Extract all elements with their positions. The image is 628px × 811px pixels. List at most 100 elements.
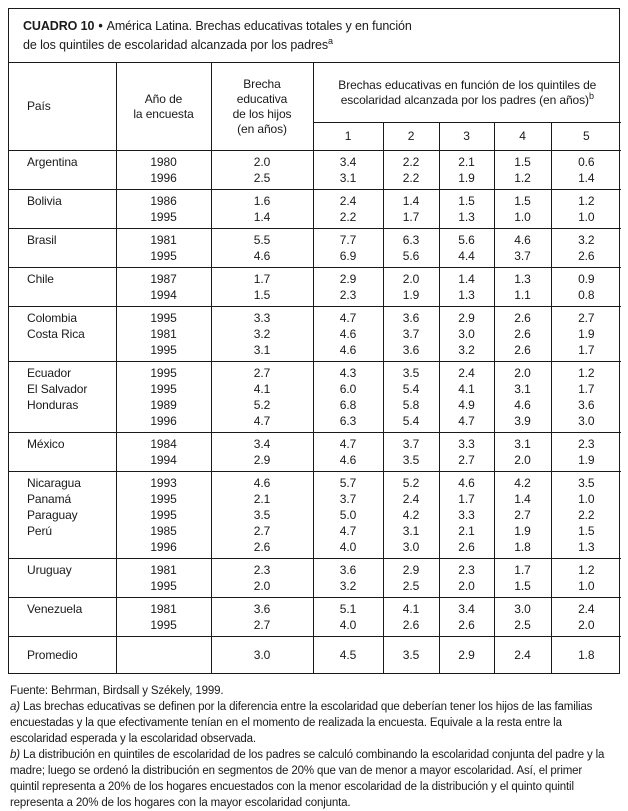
quintile-1-cell: 3.1	[312, 170, 383, 190]
country-cell	[9, 342, 116, 362]
country-cell: Uruguay	[27, 563, 72, 577]
quintile-4-cell: 1.8	[493, 539, 551, 559]
year-cell: 1986	[115, 189, 211, 209]
country-group: Chile 1987 1.7 2.9 2.0 1.4 1.3 0.9 1994 1.5 2.3 1.9…	[9, 267, 622, 307]
year-cell: 1987	[115, 267, 211, 287]
year-cell: 1994	[115, 452, 211, 472]
country-cell: Bolivia	[27, 194, 62, 208]
gap-cell: 3.0	[210, 636, 313, 673]
quintile-2-cell: 2.5	[382, 578, 439, 598]
quintile-2-cell: 3.7	[382, 432, 439, 452]
quintile-5-cell: 1.2	[550, 361, 622, 381]
quintile-4-cell: 4.2	[493, 471, 551, 491]
table-frame: CUADRO 10 • América Latina. Brechas educat…	[8, 8, 622, 674]
header-quintile-4: 4	[493, 122, 551, 151]
country-cell	[9, 617, 116, 637]
country-cell: Brasil	[27, 233, 57, 247]
table-row: 1996 4.7 6.3 5.4 4.7 3.9 3.0	[9, 413, 622, 433]
quintile-4-cell: 1.9	[493, 523, 551, 539]
quintile-5-cell: 3.2	[550, 228, 622, 248]
summary-row-group: Promedio 3.0 4.5 3.5 2.9 2.4 1.8	[9, 636, 622, 673]
quintile-1-cell: 4.5	[312, 636, 383, 673]
gap-cell: 3.3	[210, 306, 313, 326]
country-cell	[9, 248, 116, 268]
gap-cell: 2.1	[210, 491, 313, 507]
table-row: Honduras 1989 5.2 6.8 5.8 4.9 4.6 3.6	[9, 397, 622, 413]
quintile-5-cell: 0.8	[550, 287, 622, 307]
table-row: 1995 2.0 3.2 2.5 2.0 1.5 1.0	[9, 578, 622, 598]
quintile-2-cell: 2.2	[382, 150, 439, 170]
gap-cell: 3.1	[210, 342, 313, 362]
footnote-a-text: Las brechas educativas se definen por la…	[10, 701, 593, 745]
table-row: 1995 2.7 4.0 2.6 2.6 2.5 2.0	[9, 617, 622, 637]
gap-cell: 1.5	[210, 287, 313, 307]
quintile-5-cell: 1.2	[550, 558, 622, 578]
quintile-4-cell: 1.2	[493, 170, 551, 190]
year-cell: 1994	[115, 287, 211, 307]
country-group: Brasil 1981 5.5 7.7 6.3 5.6 4.6 3.2 1995 4.6 6.9 5.…	[9, 228, 622, 268]
quintile-3-cell: 3.4	[438, 597, 494, 617]
gap-cell: 4.6	[210, 248, 313, 268]
header-quintile-3: 3	[438, 122, 494, 151]
quintile-5-cell: 1.0	[550, 491, 622, 507]
country-cell	[9, 170, 116, 190]
table-row: 1995 3.1 4.6 3.6 3.2 2.6 1.7	[9, 342, 622, 362]
gap-cell: 2.7	[210, 523, 313, 539]
quintile-1-cell: 2.2	[312, 209, 383, 229]
quintile-1-cell: 3.6	[312, 558, 383, 578]
source-note: Fuente: Behrman, Birdsall y Székely, 199…	[10, 685, 224, 697]
quintile-4-cell: 1.5	[493, 150, 551, 170]
quintile-3-cell: 1.3	[438, 209, 494, 229]
gap-cell: 1.7	[210, 267, 313, 287]
quintile-5-cell: 2.3	[550, 432, 622, 452]
gap-cell: 3.4	[210, 432, 313, 452]
table-row: 1994 1.5 2.3 1.9 1.3 1.1 0.8	[9, 287, 622, 307]
quintile-1-cell: 2.4	[312, 189, 383, 209]
header-survey-year: Año de la encuesta	[115, 63, 211, 151]
quintile-5-cell: 1.2	[550, 189, 622, 209]
quintile-2-cell: 5.8	[382, 397, 439, 413]
quintile-3-cell: 2.6	[438, 617, 494, 637]
quintile-5-cell: 1.9	[550, 326, 622, 342]
quintile-1-cell: 4.0	[312, 539, 383, 559]
quintile-5-cell: 2.0	[550, 617, 622, 637]
quintile-1-cell: 6.0	[312, 381, 383, 397]
quintile-1-cell: 3.2	[312, 578, 383, 598]
quintile-5-cell: 1.9	[550, 452, 622, 472]
country-group: Nicaragua 1993 4.6 5.7 5.2 4.6 4.2 3.5 Panamá 199…	[9, 471, 622, 559]
quintile-3-cell: 4.1	[438, 381, 494, 397]
quintile-2-cell: 5.4	[382, 381, 439, 397]
quintile-4-cell: 2.6	[493, 326, 551, 342]
table-title: CUADRO 10 • América Latina. Brechas educat…	[9, 9, 619, 63]
quintile-1-cell: 4.6	[312, 326, 383, 342]
quintile-5-cell: 2.4	[550, 597, 622, 617]
quintile-1-cell: 4.7	[312, 306, 383, 326]
quintile-4-cell: 1.1	[493, 287, 551, 307]
quintile-4-cell: 4.6	[493, 228, 551, 248]
table-row: Brasil 1981 5.5 7.7 6.3 5.6 4.6 3.2	[9, 228, 622, 248]
title-bullet: •	[98, 19, 103, 33]
quintile-2-cell: 4.2	[382, 507, 439, 523]
quintile-1-cell: 3.7	[312, 491, 383, 507]
table-row: Ecuador 1995 2.7 4.3 3.5 2.4 2.0 1.2	[9, 361, 622, 381]
gap-cell: 3.6	[210, 597, 313, 617]
quintile-4-cell: 1.4	[493, 491, 551, 507]
quintile-4-cell: 3.1	[493, 432, 551, 452]
quintile-2-cell: 1.4	[382, 189, 439, 209]
quintile-1-cell: 2.9	[312, 267, 383, 287]
quintile-1-cell: 4.6	[312, 342, 383, 362]
quintile-5-cell: 0.9	[550, 267, 622, 287]
header-quintile-1: 1	[312, 122, 383, 151]
quintile-3-cell: 2.6	[438, 539, 494, 559]
year-cell: 1995	[115, 248, 211, 268]
quintile-1-cell: 6.8	[312, 397, 383, 413]
quintile-3-cell: 1.4	[438, 267, 494, 287]
quintile-3-cell: 4.7	[438, 413, 494, 433]
quintile-2-cell: 5.6	[382, 248, 439, 268]
table-row: México 1984 3.4 4.7 3.7 3.3 3.1 2.3	[9, 432, 622, 452]
year-cell: 1995	[115, 491, 211, 507]
table-row: Perú 1985 2.7 4.7 3.1 2.1 1.9 1.5	[9, 523, 622, 539]
year-cell: 1995	[115, 342, 211, 362]
gap-cell: 2.3	[210, 558, 313, 578]
year-cell	[115, 636, 211, 673]
